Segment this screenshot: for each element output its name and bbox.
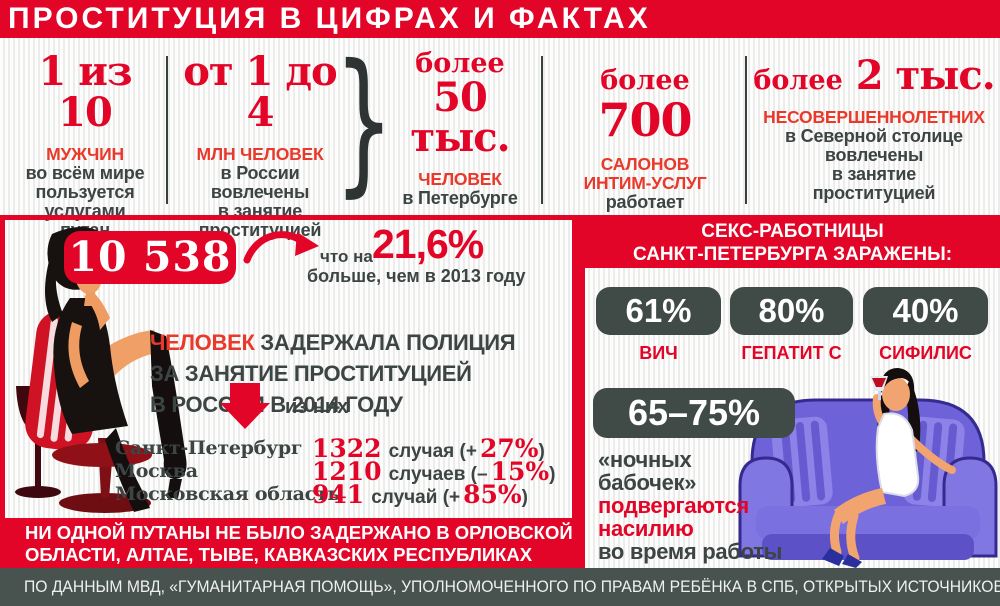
stat-col-russia: от 1 до 4 МЛН ЧЕЛОВЕК в России вовлечены… [176,48,344,240]
regions-list: Санкт-Петербург 1322 случая (+ 27%) Москва… [115,434,575,509]
region-value: 941 случай (+ 85%) [312,480,528,509]
table-row: Москва 1210 случаев (– 15%) [115,457,575,486]
desc-rest: ЗАДЕРЖАЛА ПОЛИЦИЯ ЗА ЗАНЯТИЕ ПРОСТИТУЦИЕ… [150,330,516,417]
desc-highlight: ЧЕЛОВЕК [150,330,255,355]
woman-on-stool-illustration [15,226,187,513]
note-suffix: больше, чем в 2013 году [307,266,526,286]
stat-men-number: 1 из 10 [38,48,133,136]
footer-bar: ПО ДАННЫМ МВД, «ГУМАНИТАРНАЯ ПОМОЩЬ», УП… [0,568,1000,606]
region-name: Московская область [115,483,341,505]
stat-minors-number: более 2 тыс. [753,52,995,99]
down-arrow-icon [220,383,270,429]
stat-col-minors: более 2 тыс. НЕСОВЕРШЕННОЛЕТНИХ в Северн… [752,52,996,203]
stat-petersburg-number: более 50 тыс. [410,48,510,162]
region-name: Москва [115,460,198,482]
no-detentions-banner: НИ ОДНОЙ ПУТАНЫ НЕ БЫЛО ЗАДЕРЖАНО В ОРЛО… [0,518,585,568]
table-row: Санкт-Петербург 1322 случая (+ 27%) [115,434,575,463]
panel-divider [572,215,585,568]
stat-minors-label: НЕСОВЕРШЕННОЛЕТНИХ [763,106,985,127]
hiv-badge: 61% [596,287,721,335]
stat-minors-text: в Северной столице вовлечены в занятие п… [785,125,963,203]
syphilis-badge: 40% [863,287,988,335]
sofa-seat [756,506,980,540]
region-value: 1322 случая (+ 27%) [312,434,545,463]
violence-text-red: подвергаются насилию [598,493,749,541]
violence-text-end: во время работы [598,539,783,564]
curved-arrow-icon [243,231,319,264]
region-value: 1210 случаев (– 15%) [312,457,556,486]
detained-description: ЧЕЛОВЕК ЗАДЕРЖАЛА ПОЛИЦИЯ ЗА ЗАНЯТИЕ ПРО… [150,296,516,420]
stat-petersburg-text: в Петербурге [402,188,518,209]
brace-glyph: } [334,30,394,212]
table-row: Московская область 941 случай (+ 85%) [115,480,575,509]
infections-header: СЕКС-РАБОТНИЦЫ САНКТ-ПЕТЕРБУРГА ЗАРАЖЕНЫ… [585,215,1000,268]
stat-col-petersburg: более 50 тыс. ЧЕЛОВЕК в Петербурге [384,50,536,208]
detained-count-badge: 10 538 [64,231,236,284]
sofa-front [762,534,974,560]
page-title: ПРОСТИТУЦИЯ В ЦИФРАХ И ФАКТАХ [8,2,651,35]
stat-salons-number: более 700 [598,65,692,147]
stat-col-salons: более 700 САЛОНОВ ИНТИМ-УСЛУГ работает в… [550,56,740,250]
column-divider [166,56,168,204]
left-panel-left-border [0,215,5,518]
syphilis-label: СИФИЛИС [879,343,972,363]
stat-russia-number: от 1 до 4 [183,48,338,136]
violence-text-start: «ночных бабочек» [598,447,697,495]
of-them-label: из них [285,396,349,418]
note-prefix: что на [320,247,373,266]
stat-col-men: 1 из 10 МУЖЧИН во всём мире пользуется у… [6,48,164,240]
stat-salons-label: САЛОНОВ ИНТИМ-УСЛУГ [583,153,707,193]
column-divider [541,56,543,204]
hepatitis-label: ГЕПАТИТ С [741,343,842,363]
hiv-label: ВИЧ [639,343,678,363]
violence-text: «ночных бабочек» подвергаются насилию во… [598,448,782,563]
title-bar: ПРОСТИТУЦИЯ В ЦИФРАХ И ФАКТАХ [0,0,1000,38]
hepatitis-badge: 80% [730,287,853,335]
column-divider [745,56,747,204]
stat-men-label: МУЖЧИН [46,143,124,164]
woman-on-sofa-illustration [738,368,998,568]
woman-figure [822,368,956,568]
violence-percent-badge: 65–75% [593,388,795,438]
stat-petersburg-label: ЧЕЛОВЕК [418,169,502,190]
note-percent: 21,6% [372,221,484,267]
stat-russia-label: МЛН ЧЕЛОВЕК [196,143,324,164]
left-panel-top-border [0,215,585,220]
region-name: Санкт-Петербург [115,437,303,459]
sources-text: ПО ДАННЫМ МВД, «ГУМАНИТАРНАЯ ПОМОЩЬ», УП… [24,578,1000,596]
